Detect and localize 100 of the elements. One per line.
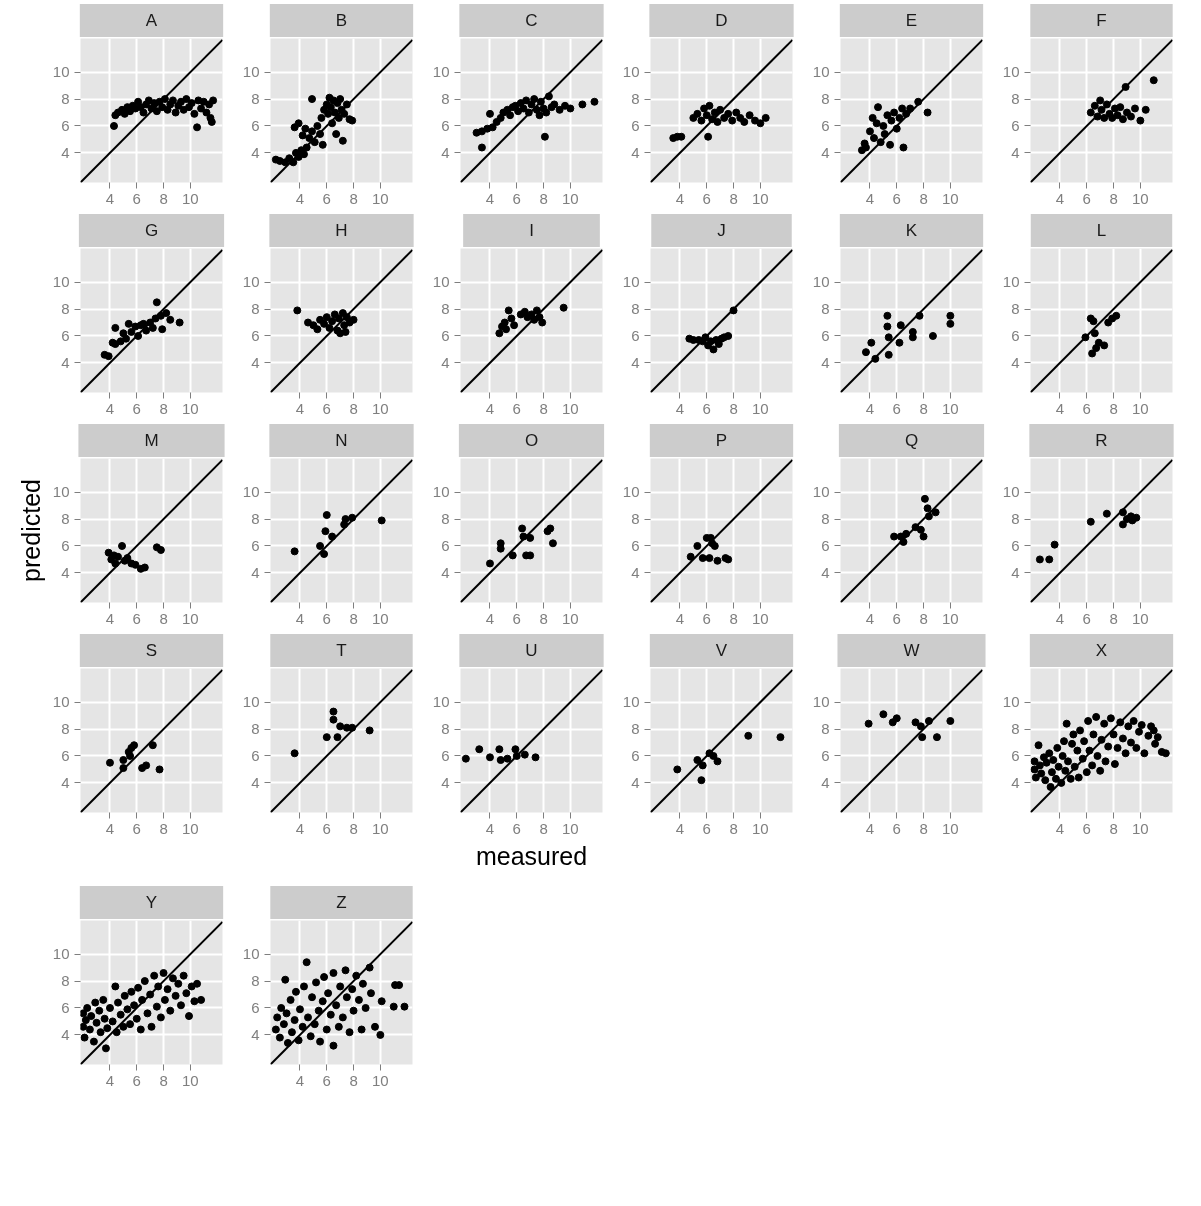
y-tick-label: 4 — [821, 353, 830, 371]
x-tick-label: 8 — [729, 819, 738, 837]
chart-title: U — [525, 641, 538, 660]
x-tick-label: 8 — [159, 189, 168, 207]
y-tick-label: 10 — [52, 63, 70, 81]
x-tick-label: 10 — [182, 1071, 199, 1089]
chart-title: C — [525, 11, 538, 30]
y-tick-label: 4 — [61, 563, 70, 581]
y-tick-label: 8 — [821, 90, 830, 108]
x-tick-label: 4 — [865, 189, 875, 207]
y-axis-title: predicted — [16, 479, 45, 582]
x-tick-label: 6 — [132, 1071, 141, 1089]
chart-title: D — [715, 11, 728, 30]
y-tick-label: 4 — [251, 353, 260, 371]
chart-title: S — [145, 641, 158, 660]
x-tick-label: 8 — [919, 189, 928, 207]
y-tick-label: 6 — [631, 326, 640, 344]
y-tick-label: 4 — [1011, 143, 1020, 161]
x-tick-label: 10 — [562, 189, 579, 207]
y-tick-label: 10 — [52, 483, 70, 501]
x-tick-label: 6 — [512, 399, 521, 417]
y-tick-label: 10 — [242, 273, 260, 291]
x-tick-label: 4 — [1055, 609, 1065, 627]
y-tick-label: 8 — [61, 300, 70, 318]
y-tick-label: 10 — [1002, 483, 1020, 501]
x-tick-label: 10 — [1132, 399, 1149, 417]
x-tick-label: 10 — [372, 609, 389, 627]
y-tick-label: 8 — [251, 972, 260, 990]
y-tick-label: 10 — [52, 693, 70, 711]
x-tick-label: 10 — [182, 189, 199, 207]
y-tick-label: 6 — [441, 326, 450, 344]
y-tick-label: 4 — [821, 563, 830, 581]
x-tick-label: 10 — [942, 609, 959, 627]
x-tick-label: 10 — [562, 819, 579, 837]
y-tick-label: 6 — [61, 326, 70, 344]
x-tick-label: 4 — [675, 189, 685, 207]
y-tick-label: 6 — [251, 746, 260, 764]
y-tick-label: 6 — [61, 746, 70, 764]
x-tick-label: 6 — [322, 1071, 331, 1089]
x-tick-label: 10 — [752, 819, 769, 837]
y-tick-label: 6 — [821, 326, 830, 344]
y-tick-label: 6 — [251, 116, 260, 134]
x-tick-label: 8 — [349, 1071, 358, 1089]
x-tick-label: 4 — [1055, 819, 1065, 837]
y-tick-label: 6 — [61, 536, 70, 554]
x-tick-label: 6 — [892, 609, 901, 627]
y-tick-label: 4 — [1011, 353, 1020, 371]
x-tick-label: 10 — [1132, 819, 1149, 837]
y-tick-label: 6 — [251, 998, 260, 1016]
y-tick-label: 6 — [61, 116, 70, 134]
x-tick-label: 10 — [752, 189, 769, 207]
y-tick-label: 6 — [1011, 536, 1020, 554]
x-tick-label: 8 — [1109, 399, 1118, 417]
x-tick-label: 4 — [105, 819, 115, 837]
x-tick-label: 6 — [322, 399, 331, 417]
chart-title: N — [335, 431, 348, 450]
x-tick-label: 10 — [1132, 189, 1149, 207]
x-tick-label: 4 — [675, 399, 685, 417]
x-tick-label: 4 — [485, 819, 495, 837]
x-tick-label: 10 — [182, 819, 199, 837]
x-tick-label: 4 — [105, 189, 115, 207]
chart-title: V — [715, 641, 728, 660]
y-tick-label: 10 — [1002, 693, 1020, 711]
x-tick-label: 10 — [562, 609, 579, 627]
x-tick-label: 8 — [539, 609, 548, 627]
y-tick-label: 8 — [1011, 510, 1020, 528]
y-tick-label: 8 — [821, 720, 830, 738]
x-tick-label: 6 — [702, 819, 711, 837]
x-tick-label: 4 — [485, 609, 495, 627]
x-tick-label: 4 — [295, 189, 305, 207]
x-tick-label: 6 — [702, 609, 711, 627]
x-tick-label: 6 — [1082, 399, 1091, 417]
x-tick-label: 10 — [752, 399, 769, 417]
y-tick-label: 6 — [251, 536, 260, 554]
y-tick-label: 4 — [251, 773, 260, 791]
y-tick-label: 8 — [441, 90, 450, 108]
x-axis-title: measured — [475, 841, 588, 870]
y-tick-label: 10 — [622, 63, 640, 81]
y-tick-label: 8 — [1011, 300, 1020, 318]
y-tick-label: 6 — [251, 326, 260, 344]
x-tick-label: 4 — [295, 1071, 305, 1089]
x-tick-label: 10 — [372, 189, 389, 207]
y-tick-label: 8 — [61, 972, 70, 990]
y-tick-label: 10 — [52, 273, 70, 291]
x-tick-label: 8 — [1109, 819, 1118, 837]
y-tick-label: 8 — [441, 300, 450, 318]
x-tick-label: 6 — [132, 819, 141, 837]
chart-title: G — [144, 221, 159, 240]
y-tick-label: 6 — [821, 536, 830, 554]
x-tick-label: 6 — [132, 399, 141, 417]
x-tick-label: 6 — [892, 819, 901, 837]
y-tick-label: 8 — [1011, 720, 1020, 738]
y-tick-label: 8 — [1011, 90, 1020, 108]
x-tick-label: 4 — [865, 819, 875, 837]
y-tick-label: 4 — [61, 143, 70, 161]
y-tick-label: 10 — [812, 483, 830, 501]
y-tick-label: 6 — [821, 746, 830, 764]
x-tick-label: 6 — [512, 189, 521, 207]
y-tick-label: 4 — [441, 563, 450, 581]
x-tick-label: 8 — [729, 189, 738, 207]
